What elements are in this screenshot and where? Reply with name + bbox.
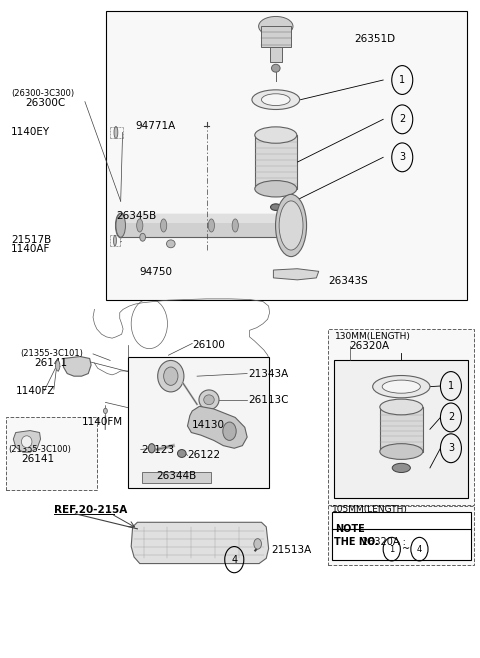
Text: 130MM(LENGTH): 130MM(LENGTH) (336, 332, 411, 342)
Text: 3: 3 (399, 153, 405, 163)
Ellipse shape (392, 463, 410, 472)
Text: ~: ~ (402, 544, 409, 554)
Ellipse shape (167, 240, 175, 248)
Polygon shape (131, 522, 269, 563)
Ellipse shape (140, 234, 145, 241)
Text: 26300C: 26300C (25, 98, 65, 108)
Ellipse shape (272, 64, 280, 72)
Ellipse shape (279, 201, 303, 250)
Ellipse shape (382, 380, 420, 393)
Polygon shape (274, 268, 319, 280)
Ellipse shape (223, 422, 236, 440)
Text: 26320A :: 26320A : (362, 537, 406, 547)
Ellipse shape (178, 449, 186, 457)
Text: (26300-3C300): (26300-3C300) (11, 89, 74, 97)
Text: (21355-3C100): (21355-3C100) (9, 445, 72, 454)
Text: 105MM(LENGTH): 105MM(LENGTH) (332, 505, 408, 515)
Ellipse shape (116, 213, 126, 238)
Text: 26343S: 26343S (328, 276, 368, 286)
Ellipse shape (114, 236, 116, 246)
Ellipse shape (116, 214, 125, 238)
Ellipse shape (380, 443, 423, 459)
Bar (328, 329, 474, 505)
Bar (142, 472, 211, 483)
Bar (380, 407, 423, 451)
Ellipse shape (255, 180, 297, 197)
Ellipse shape (372, 376, 430, 398)
Text: 1140FZ: 1140FZ (16, 386, 55, 395)
Text: 2: 2 (448, 413, 454, 422)
Text: 94771A: 94771A (135, 121, 175, 131)
Bar (255, 135, 297, 189)
Ellipse shape (255, 127, 297, 143)
Bar (270, 47, 281, 62)
Ellipse shape (204, 395, 214, 405)
Ellipse shape (276, 194, 307, 257)
Bar (261, 26, 291, 47)
Ellipse shape (254, 539, 262, 549)
Text: 4: 4 (417, 545, 422, 553)
Ellipse shape (160, 219, 167, 232)
Text: 26122: 26122 (188, 451, 221, 461)
Text: 26141: 26141 (34, 358, 67, 368)
Text: 26351D: 26351D (355, 34, 396, 44)
Polygon shape (13, 430, 40, 452)
Ellipse shape (252, 90, 300, 109)
Bar (128, 357, 269, 488)
Polygon shape (63, 357, 91, 376)
Text: 1: 1 (399, 75, 405, 85)
Bar (328, 506, 474, 565)
Text: 2: 2 (399, 114, 406, 124)
Text: 21343A: 21343A (249, 368, 289, 378)
Text: 26123: 26123 (141, 445, 174, 455)
Text: 14130: 14130 (192, 420, 225, 430)
Bar (120, 214, 290, 238)
Text: (21355-3C101): (21355-3C101) (21, 349, 84, 359)
Bar (120, 214, 290, 223)
Text: THE NO.: THE NO. (334, 537, 379, 547)
Ellipse shape (262, 94, 290, 105)
Text: 94750: 94750 (140, 267, 173, 277)
Ellipse shape (104, 408, 108, 413)
Bar (107, 11, 467, 299)
Text: 21517B: 21517B (11, 235, 51, 245)
Text: 1140EY: 1140EY (11, 128, 50, 138)
Ellipse shape (164, 367, 178, 386)
Bar (335, 361, 468, 498)
Ellipse shape (22, 436, 32, 447)
Ellipse shape (137, 219, 143, 232)
Ellipse shape (259, 16, 293, 36)
Ellipse shape (114, 126, 118, 138)
Text: NOTE: NOTE (336, 524, 365, 534)
Bar (6, 417, 97, 490)
Text: 1: 1 (448, 381, 454, 391)
Text: 1140AF: 1140AF (11, 244, 50, 254)
Text: 26344B: 26344B (156, 470, 197, 481)
Ellipse shape (199, 390, 219, 409)
Bar (332, 513, 471, 560)
Text: 26100: 26100 (192, 340, 225, 350)
Ellipse shape (56, 361, 60, 371)
Ellipse shape (148, 443, 155, 453)
Text: 1: 1 (389, 545, 395, 553)
Text: 4: 4 (231, 555, 237, 565)
Text: 3: 3 (448, 443, 454, 453)
Polygon shape (188, 407, 247, 448)
Text: REF.20-215A: REF.20-215A (54, 505, 127, 515)
Text: 26320A: 26320A (349, 341, 389, 351)
Ellipse shape (208, 219, 215, 232)
Ellipse shape (271, 204, 281, 211)
Text: 1140FM: 1140FM (82, 417, 123, 427)
Text: 26345B: 26345B (116, 211, 156, 221)
Text: 26113C: 26113C (249, 395, 289, 405)
Text: 26141: 26141 (22, 454, 55, 464)
Ellipse shape (380, 399, 423, 415)
Text: 21513A: 21513A (271, 545, 311, 555)
Ellipse shape (157, 361, 184, 392)
Ellipse shape (232, 219, 239, 232)
